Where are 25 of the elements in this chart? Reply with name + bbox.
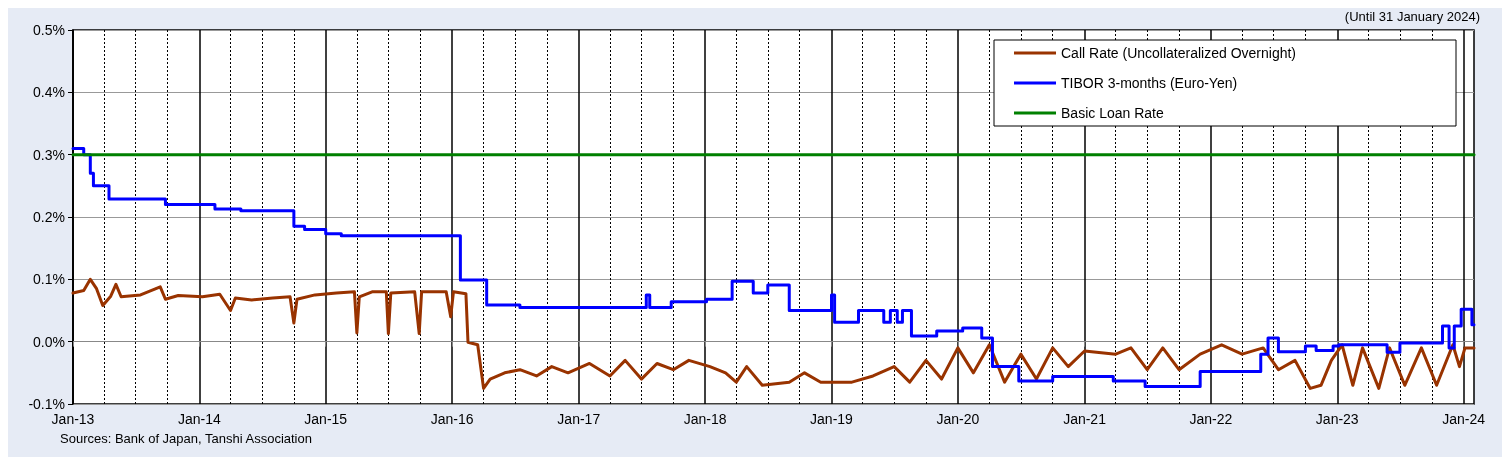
y-tick-label: 0.3% (33, 146, 65, 163)
y-tick-label: 0.5% (33, 22, 65, 38)
y-tick-label: 0.2% (33, 209, 65, 225)
x-tick-label: Jan-23 (1315, 411, 1359, 427)
source-note: Sources: Bank of Japan, Tanshi Association (60, 431, 312, 446)
x-tick-label: Jan-24 (1442, 411, 1486, 427)
legend-label: Call Rate (Uncollateralized Overnight) (1061, 45, 1297, 61)
x-tick-label: Jan-15 (304, 411, 348, 427)
legend-label: Basic Loan Rate (1061, 105, 1164, 121)
legend-label: TIBOR 3-months (Euro-Yen) (1061, 75, 1238, 91)
y-tick-label: 0.0% (33, 333, 65, 350)
text: (Until 31 January 2024) (1344, 9, 1481, 24)
x-tick-label: Jan-17 (557, 411, 601, 427)
x-tick-label: Jan-20 (936, 411, 980, 427)
x-tick-label: Jan-18 (683, 411, 727, 427)
x-tick-label: Jan-13 (51, 411, 95, 427)
y-tick-label: 0.4% (33, 84, 65, 101)
line-series (71, 277, 1476, 390)
x-tick-label: Jan-22 (1189, 411, 1233, 427)
x-tick-label: Jan-21 (1063, 411, 1107, 427)
x-tick-label: Jan-14 (177, 411, 221, 427)
y-tick-label: 0.1% (33, 271, 65, 288)
y-tick-label: -0.1% (28, 396, 65, 412)
x-tick-label: Jan-19 (810, 411, 854, 427)
x-tick-label: Jan-16 (430, 411, 474, 427)
